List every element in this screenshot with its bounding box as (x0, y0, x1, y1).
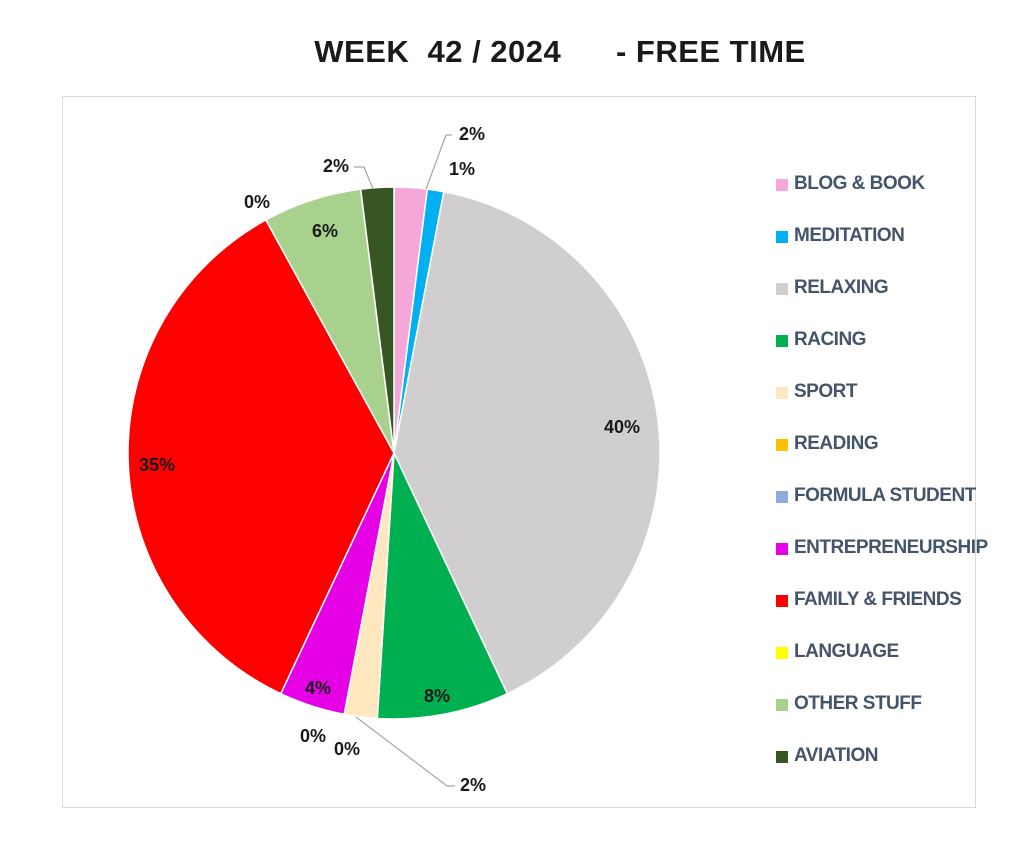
legend-label: READING (794, 433, 879, 454)
pie-slices (127, 186, 661, 720)
legend-swatch (776, 231, 788, 243)
data-label-racing: 8% (424, 686, 450, 706)
leader-lines (354, 134, 455, 787)
data-label-reading: 0% (334, 739, 360, 759)
pie-slice-family-friends (127, 218, 395, 695)
data-label-entrepreneurship: 4% (305, 678, 331, 698)
data-label-family-friends: 35% (139, 455, 175, 475)
legend-label: MEDITATION (794, 225, 905, 246)
data-label-aviation: 2% (323, 156, 349, 176)
legend-swatch (776, 491, 788, 503)
legend-label: FORMULA STUDENT (794, 485, 976, 506)
data-label-relaxing: 40% (604, 417, 640, 437)
data-label-sport: 2% (460, 775, 486, 795)
legend-label: AVIATION (794, 745, 878, 766)
pie-slice-racing (376, 452, 509, 720)
leader-line-aviation (354, 166, 374, 190)
legend-swatch (776, 647, 788, 659)
pie-slice-relaxing (393, 190, 661, 695)
legend-swatch (776, 387, 788, 399)
legend-swatch (776, 179, 788, 191)
legend-label: BLOG & BOOK (794, 173, 925, 194)
data-label-blog-book: 2% (459, 124, 485, 144)
legend-label: RACING (794, 329, 866, 350)
legend-swatch (776, 595, 788, 607)
data-label-language: 0% (244, 192, 270, 212)
legend-label: ENTREPRENEURSHIP (794, 537, 988, 558)
legend-swatch (776, 699, 788, 711)
legend-label: LANGUAGE (794, 641, 899, 662)
legend-swatch (776, 543, 788, 555)
slice-labels: 2% 1% 40% 8% 2% 0% 0% 4% 35% 0% 6% 2% (139, 124, 640, 795)
chart-title: WEEK 42 / 2024 - FREE TIME (314, 34, 806, 69)
data-label-meditation: 1% (449, 159, 475, 179)
legend-label: OTHER STUFF (794, 693, 922, 714)
legend-swatch (776, 283, 788, 295)
leader-line-sport (355, 716, 455, 787)
data-label-formula-student: 0% (300, 726, 326, 746)
legend-swatch (776, 751, 788, 763)
legend-label: SPORT (794, 381, 857, 402)
legend-swatch (776, 439, 788, 451)
plot-area (62, 96, 976, 808)
legend-label: FAMILY & FRIENDS (794, 589, 962, 610)
data-label-other-stuff: 6% (312, 221, 338, 241)
legend-swatch (776, 335, 788, 347)
pie-slice-aviation (359, 186, 395, 454)
legend-label: RELAXING (794, 277, 889, 298)
leader-line-blog-book (425, 134, 452, 190)
